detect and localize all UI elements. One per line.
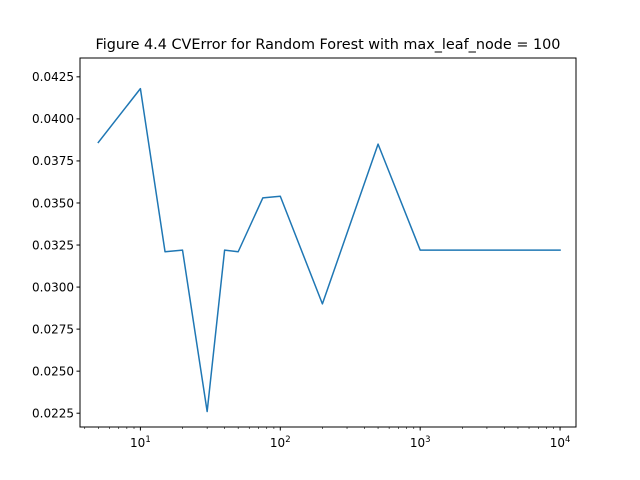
y-tick-label: 0.0275	[32, 322, 74, 336]
x-tick-label: 101	[130, 435, 151, 450]
series-group	[97, 87, 561, 413]
y-tick-label: 0.0225	[32, 407, 74, 421]
axes-frame	[79, 57, 577, 428]
y-tick-label: 0.0325	[32, 238, 74, 252]
x-tick-label: 104	[550, 435, 571, 450]
y-axis: 0.0225 0.0250 0.0275 0.0300 0.0325 0.0350 0.03…	[32, 70, 80, 421]
chart-title: Figure 4.4 CVError for Random Forest wit…	[96, 37, 561, 53]
y-tick-label: 0.0350	[32, 196, 74, 210]
x-axis: 101 102 103 104	[84, 427, 571, 450]
y-tick-label: 0.0250	[32, 364, 74, 378]
x-tick-label: 103	[410, 435, 431, 450]
y-tick-label: 0.0400	[32, 112, 74, 126]
x-tick-label: 102	[270, 435, 291, 450]
series-line	[97, 87, 561, 413]
y-tick-label: 0.0300	[32, 280, 74, 294]
y-tick-label: 0.0425	[32, 70, 74, 84]
y-tick-label: 0.0375	[32, 154, 74, 168]
